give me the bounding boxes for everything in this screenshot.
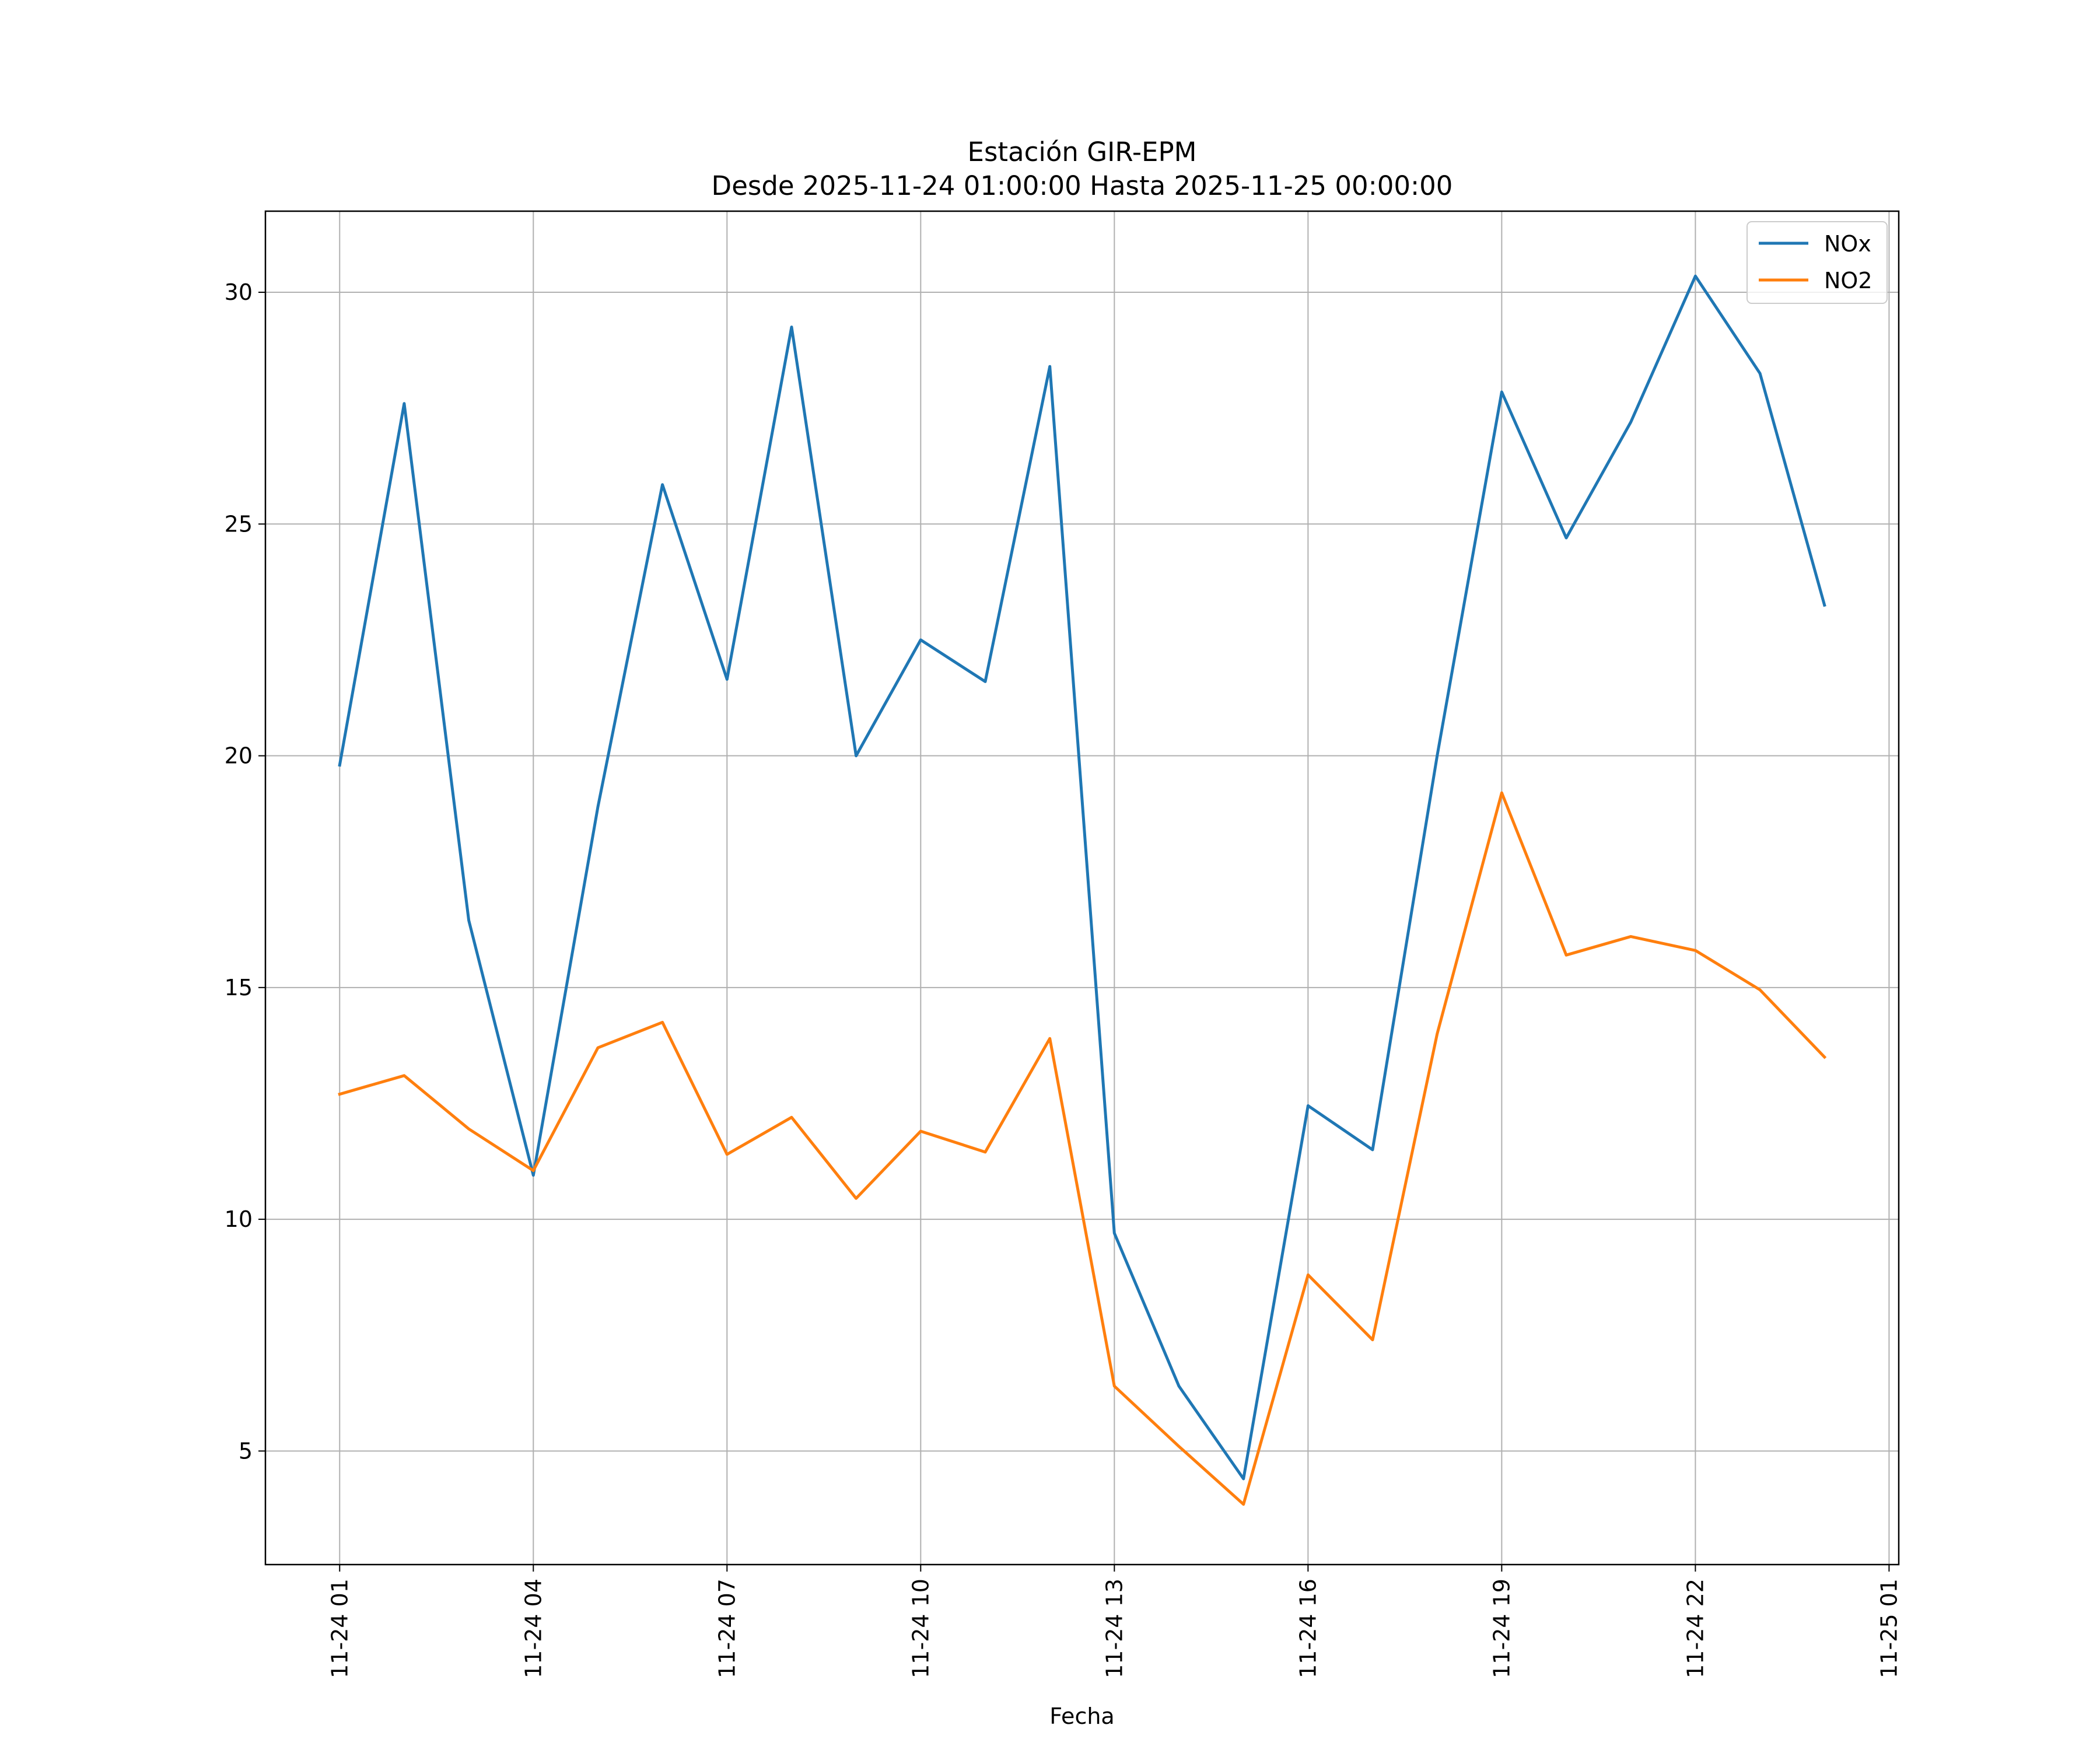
y-tick-label: 25 — [225, 511, 253, 537]
series-line-nox — [338, 274, 1826, 1481]
x-tick-label: 11-24 16 — [1295, 1579, 1321, 1678]
x-axis-label: Fecha — [1049, 1703, 1114, 1729]
x-tick-label: 11-24 07 — [714, 1579, 740, 1678]
ticks-layer: 5 10 15 20 25 30 11-24 01 11-24 04 11-24 07 11-24… — [225, 279, 1902, 1678]
grid-layer — [265, 211, 1899, 1565]
legend-label-nox: NOx — [1824, 231, 1871, 257]
x-tick-label: 11-24 10 — [908, 1579, 933, 1678]
chart-title: Estación GIR-EPM — [968, 137, 1197, 167]
x-tick-label: 11-24 22 — [1682, 1579, 1708, 1678]
x-tick-label: 11-24 19 — [1489, 1579, 1514, 1678]
plot-frame — [264, 210, 1900, 1566]
x-tick-label: 11-24 04 — [520, 1579, 546, 1678]
y-tick-label: 15 — [225, 975, 253, 1000]
y-tick-label: 5 — [239, 1438, 253, 1464]
y-tick-label: 20 — [225, 743, 253, 769]
chart-subtitle: Desde 2025-11-24 01:00:00 Hasta 2025-11-… — [712, 170, 1453, 201]
x-tick-label: 11-25 01 — [1876, 1579, 1902, 1678]
y-tick-label: 30 — [225, 279, 253, 305]
legend-label-no2: NO2 — [1824, 268, 1873, 293]
series-layer — [338, 274, 1827, 1506]
x-tick-label: 11-24 01 — [327, 1579, 352, 1678]
y-tick-label: 10 — [225, 1206, 253, 1232]
series-line-no2 — [338, 791, 1827, 1506]
x-tick-label: 11-24 13 — [1101, 1579, 1127, 1678]
legend: NOx NO2 — [1746, 221, 1888, 304]
